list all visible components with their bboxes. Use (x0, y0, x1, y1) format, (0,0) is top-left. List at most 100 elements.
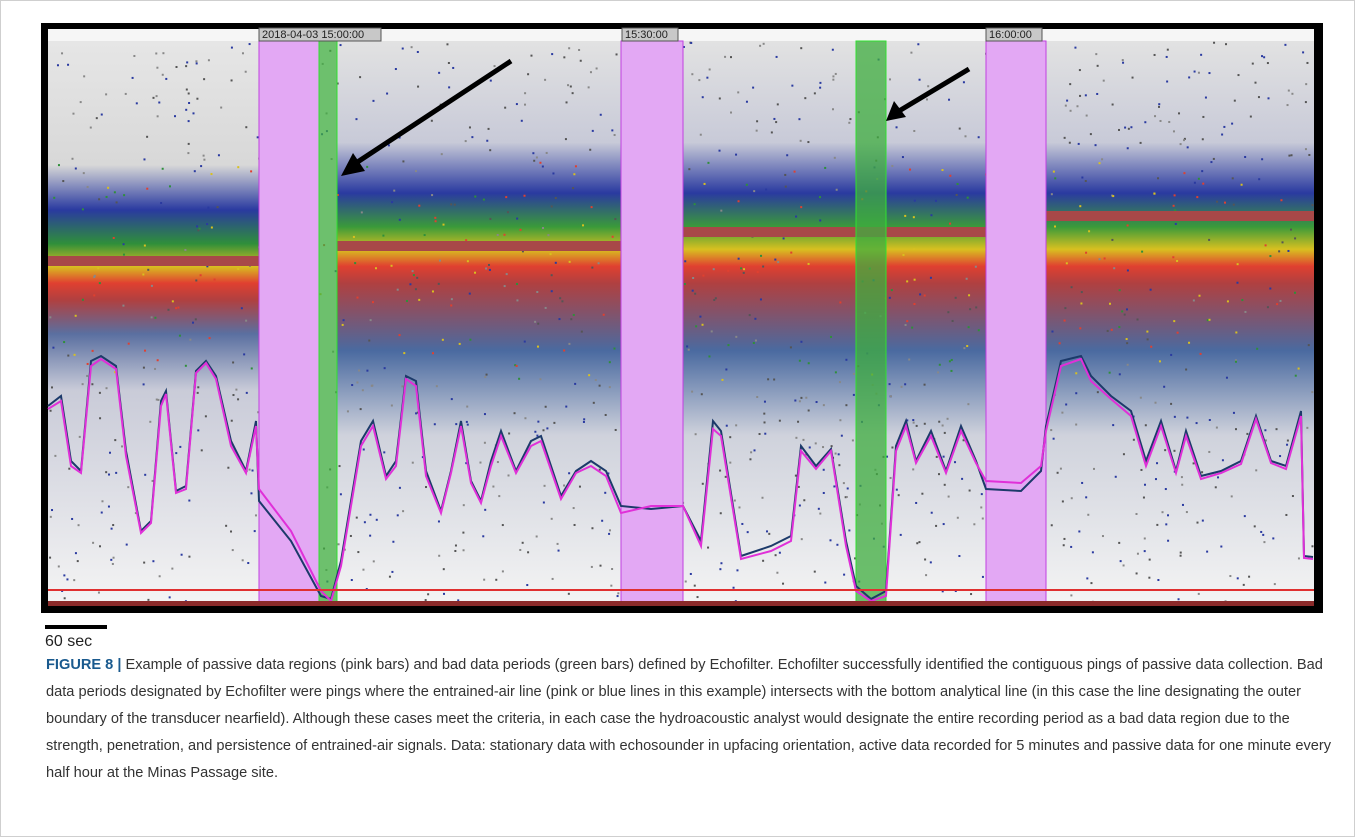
speckle-dot (483, 579, 485, 581)
speckle-dot (516, 103, 518, 105)
speckle-dot (105, 471, 107, 473)
speckle-dot (237, 398, 239, 400)
speckle-dot (1095, 144, 1097, 146)
speckle-dot (1288, 90, 1290, 92)
surface-band (48, 256, 259, 266)
speckle-dot (913, 303, 915, 305)
speckle-dot (101, 500, 103, 502)
speckle-dot (760, 255, 762, 257)
speckle-dot (435, 220, 437, 222)
speckle-dot (719, 97, 721, 99)
speckle-dot (195, 318, 197, 320)
speckle-dot (235, 389, 237, 391)
speckle-dot (804, 97, 806, 99)
speckle-dot (469, 293, 471, 295)
speckle-dot (162, 52, 164, 54)
speckle-dot (1308, 344, 1310, 346)
speckle-dot (1213, 158, 1215, 160)
speckle-dot (539, 162, 541, 164)
speckle-dot (489, 149, 491, 151)
speckle-dot (127, 486, 129, 488)
speckle-dot (702, 275, 704, 277)
speckle-dot (451, 298, 453, 300)
speckle-dot (733, 587, 735, 589)
speckle-dot (1085, 496, 1087, 498)
speckle-dot (504, 234, 506, 236)
speckle-dot (484, 376, 486, 378)
speckle-dot (516, 218, 518, 220)
speckle-dot (589, 149, 591, 151)
speckle-dot (729, 462, 731, 464)
speckle-dot (843, 482, 845, 484)
speckle-dot (54, 455, 56, 457)
speckle-dot (353, 236, 355, 238)
speckle-dot (1292, 495, 1294, 497)
speckle-dot (832, 108, 834, 110)
speckle-dot (784, 174, 786, 176)
speckle-dot (700, 134, 702, 136)
speckle-dot (891, 289, 893, 291)
speckle-dot (614, 134, 616, 136)
speckle-dot (753, 342, 755, 344)
speckle-dot (179, 446, 181, 448)
speckle-dot (591, 206, 593, 208)
speckle-dot (369, 535, 371, 537)
speckle-dot (114, 439, 116, 441)
speckle-dot (763, 43, 765, 45)
speckle-dot (249, 43, 251, 45)
speckle-dot (738, 506, 740, 508)
speckle-dot (749, 458, 751, 460)
speckle-dot (600, 565, 602, 567)
speckle-dot (454, 204, 456, 206)
speckle-dot (534, 321, 536, 323)
speckle-dot (1112, 424, 1114, 426)
speckle-dot (176, 66, 178, 68)
speckle-dot (914, 200, 916, 202)
speckle-dot (1234, 100, 1236, 102)
speckle-dot (185, 109, 187, 111)
speckle-dot (450, 203, 452, 205)
speckle-dot (615, 429, 617, 431)
speckle-dot (1122, 62, 1124, 64)
speckle-dot (463, 504, 465, 506)
speckle-dot (1269, 288, 1271, 290)
speckle-dot (115, 472, 117, 474)
speckle-dot (1156, 524, 1158, 526)
speckle-dot (417, 86, 419, 88)
speckle-dot (1201, 471, 1203, 473)
speckle-dot (254, 530, 256, 532)
speckle-dot (498, 495, 500, 497)
speckle-dot (768, 533, 770, 535)
speckle-dot (533, 160, 535, 162)
speckle-dot (188, 556, 190, 558)
speckle-dot (604, 492, 606, 494)
speckle-dot (1144, 121, 1146, 123)
speckle-dot (754, 449, 756, 451)
speckle-dot (1217, 476, 1219, 478)
speckle-dot (51, 386, 53, 388)
speckle-dot (207, 207, 209, 209)
speckle-dot (1112, 104, 1114, 106)
speckle-dot (188, 500, 190, 502)
speckle-dot (49, 316, 51, 318)
speckle-dot (469, 126, 471, 128)
speckle-dot (403, 352, 405, 354)
speckle-dot (919, 79, 921, 81)
speckle-dot (759, 45, 761, 47)
speckle-dot (351, 384, 353, 386)
speckle-dot (514, 412, 516, 414)
speckle-dot (794, 171, 796, 173)
speckle-dot (504, 107, 506, 109)
speckle-dot (1066, 262, 1068, 264)
speckle-dot (1119, 373, 1121, 375)
speckle-dot (82, 299, 84, 301)
caption-text: Example of passive data regions (pink ba… (46, 657, 1331, 781)
speckle-dot (1185, 369, 1187, 371)
speckle-dot (1078, 530, 1080, 532)
speckle-dot (904, 383, 906, 385)
speckle-dot (1294, 292, 1296, 294)
surface-band (683, 227, 986, 237)
speckle-dot (908, 359, 910, 361)
speckle-dot (232, 549, 234, 551)
speckle-dot (415, 170, 417, 172)
